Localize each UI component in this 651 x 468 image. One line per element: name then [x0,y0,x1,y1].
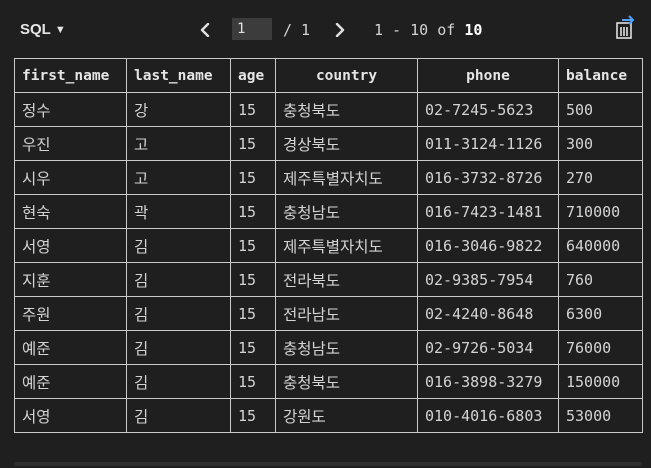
page-number-input[interactable] [232,18,272,40]
cell-last-name[interactable]: 김 [126,398,231,433]
range-prefix: 1 - 10 of [374,21,465,39]
cell-last-name[interactable]: 고 [126,160,231,195]
bottom-bar [0,460,651,468]
cell-balance[interactable]: 640000 [558,228,643,263]
cell-last-name[interactable]: 곽 [126,194,231,229]
more-icon[interactable] [645,14,651,28]
results-toolbar: SQL ▼ / 1 1 - 10 of 10 [0,0,651,58]
cell-last-name[interactable]: 김 [126,296,231,331]
column-header-first-name[interactable]: first_name [14,58,127,93]
cell-age[interactable]: 15 [230,194,276,229]
cell-first-name[interactable]: 정수 [14,92,127,127]
range-total: 10 [464,21,483,39]
cell-country[interactable]: 충청남도 [275,194,418,229]
table-row: 예준 김 15 충청남도 02-9726-5034 76000 [14,330,643,365]
cell-first-name[interactable]: 예준 [14,330,127,365]
cell-first-name[interactable]: 서영 [14,398,127,433]
cell-last-name[interactable]: 김 [126,364,231,399]
cell-country[interactable]: 충청북도 [275,364,418,399]
cell-first-name[interactable]: 현숙 [14,194,127,229]
table-row: 서영 김 15 강원도 010-4016-6803 53000 [14,398,643,433]
cell-phone[interactable]: 02-9385-7954 [417,262,559,297]
language-label: SQL [20,21,51,38]
cell-age[interactable]: 15 [230,398,276,433]
cell-last-name[interactable]: 김 [126,262,231,297]
column-header-phone[interactable]: phone [417,58,559,93]
cell-balance[interactable]: 710000 [558,194,643,229]
chevron-left-icon [200,23,210,37]
export-icon [616,15,634,39]
cell-last-name[interactable]: 강 [126,92,231,127]
cell-age[interactable]: 15 [230,364,276,399]
cell-balance[interactable]: 500 [558,92,643,127]
cell-phone[interactable]: 011-3124-1126 [417,126,559,161]
cell-first-name[interactable]: 서영 [14,228,127,263]
cell-age[interactable]: 15 [230,330,276,365]
cell-phone[interactable]: 010-4016-6803 [417,398,559,433]
cell-balance[interactable]: 270 [558,160,643,195]
table-row: 지훈 김 15 전라북도 02-9385-7954 760 [14,262,643,297]
next-page-button[interactable] [330,18,350,42]
cell-country[interactable]: 충청북도 [275,92,418,127]
cell-phone[interactable]: 016-7423-1481 [417,194,559,229]
table-body: 정수 강 15 충청북도 02-7245-5623 500 우진 고 15 경상북도 011-312… [14,92,643,433]
cell-age[interactable]: 15 [230,228,276,263]
table-row: 예준 김 15 충청북도 016-3898-3279 150000 [14,364,643,399]
cell-balance[interactable]: 760 [558,262,643,297]
cell-last-name[interactable]: 김 [126,330,231,365]
vertical-scrollbar[interactable] [641,58,651,460]
column-header-age[interactable]: age [230,58,276,93]
table-row: 시우 고 15 제주특별자치도 016-3732-8726 270 [14,160,643,195]
cell-country[interactable]: 강원도 [275,398,418,433]
cell-country[interactable]: 경상북도 [275,126,418,161]
caret-down-icon: ▼ [54,24,66,36]
table-row: 주원 김 15 전라남도 02-4240-8648 6300 [14,296,643,331]
table-row: 정수 강 15 충청북도 02-7245-5623 500 [14,92,643,127]
results-table: first_name last_name age country phone b… [14,58,643,433]
table-row: 현숙 곽 15 충청남도 016-7423-1481 710000 [14,194,643,229]
cell-phone[interactable]: 016-3898-3279 [417,364,559,399]
cell-first-name[interactable]: 우진 [14,126,127,161]
cell-phone[interactable]: 02-4240-8648 [417,296,559,331]
header-row: first_name last_name age country phone b… [14,58,643,93]
cell-balance[interactable]: 53000 [558,398,643,433]
cell-phone[interactable]: 02-7245-5623 [417,92,559,127]
table-row: 서영 김 15 제주특별자치도 016-3046-9822 640000 [14,228,643,263]
cell-country[interactable]: 전라북도 [275,262,418,297]
cell-balance[interactable]: 76000 [558,330,643,365]
cell-age[interactable]: 15 [230,262,276,297]
export-button[interactable] [614,14,638,40]
cell-age[interactable]: 15 [230,160,276,195]
cell-country[interactable]: 제주특별자치도 [275,228,418,263]
cell-first-name[interactable]: 시우 [14,160,127,195]
horizontal-scrollbar[interactable] [14,462,642,466]
cell-first-name[interactable]: 주원 [14,296,127,331]
cell-country[interactable]: 충청남도 [275,330,418,365]
cell-balance[interactable]: 150000 [558,364,643,399]
page-total: / 1 [283,21,311,39]
cell-phone[interactable]: 016-3732-8726 [417,160,559,195]
cell-country[interactable]: 전라남도 [275,296,418,331]
cell-last-name[interactable]: 고 [126,126,231,161]
prev-page-button[interactable] [195,18,215,42]
cell-age[interactable]: 15 [230,296,276,331]
column-header-balance[interactable]: balance [558,58,643,93]
cell-phone[interactable]: 016-3046-9822 [417,228,559,263]
cell-balance[interactable]: 6300 [558,296,643,331]
cell-phone[interactable]: 02-9726-5034 [417,330,559,365]
cell-first-name[interactable]: 지훈 [14,262,127,297]
cell-age[interactable]: 15 [230,126,276,161]
cell-age[interactable]: 15 [230,92,276,127]
cell-last-name[interactable]: 김 [126,228,231,263]
cell-first-name[interactable]: 예준 [14,364,127,399]
column-header-last-name[interactable]: last_name [126,58,231,93]
cell-balance[interactable]: 300 [558,126,643,161]
result-range: 1 - 10 of 10 [374,19,482,41]
column-header-country[interactable]: country [275,58,418,93]
language-select[interactable]: SQL ▼ [20,20,66,40]
chevron-right-icon [335,23,345,37]
cell-country[interactable]: 제주특별자치도 [275,160,418,195]
table-row: 우진 고 15 경상북도 011-3124-1126 300 [14,126,643,161]
